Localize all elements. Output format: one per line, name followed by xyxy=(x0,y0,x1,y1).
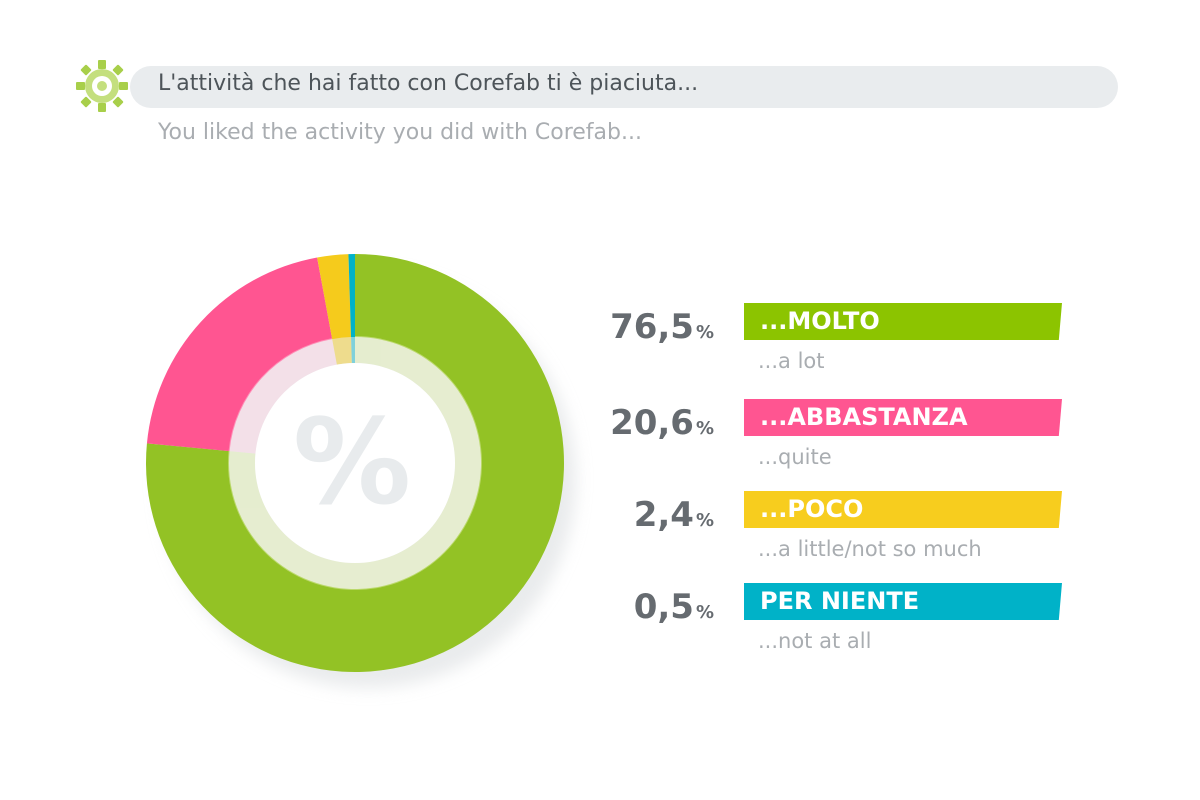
legend-item: 2,4% ...POCO ...a little/not so much xyxy=(0,491,1200,571)
donut-inner-ring-3 xyxy=(331,336,352,365)
percent-unit: % xyxy=(695,602,714,623)
question-subtitle: You liked the activity you did with Core… xyxy=(158,120,642,145)
legend-item: 20,6% ...ABBASTANZA ...quite xyxy=(0,399,1200,479)
legend-color-tag xyxy=(744,303,1062,340)
legend-translation: ...not at all xyxy=(758,629,872,653)
legend-label: PER NIENTE xyxy=(760,587,920,615)
legend-color-tag xyxy=(744,583,1062,620)
question-title: L'attività che hai fatto con Corefab ti … xyxy=(158,71,699,96)
percent-unit: % xyxy=(695,510,714,531)
question-bar xyxy=(130,66,1118,108)
value-label: 2,4 xyxy=(633,495,694,535)
percent-unit: % xyxy=(695,322,714,343)
donut-slice-1 xyxy=(145,254,565,672)
legend-label: ...POCO xyxy=(760,495,864,523)
donut-inner-ring-2 xyxy=(228,338,337,454)
legend-label: ...ABBASTANZA xyxy=(760,403,968,431)
legend-color-tag xyxy=(744,399,1062,436)
donut-slice-3 xyxy=(317,254,352,340)
value-label: 76,5 xyxy=(610,307,694,347)
legend-translation: ...quite xyxy=(758,445,832,469)
legend-value: 76,5% xyxy=(610,307,714,347)
donut-slice-4 xyxy=(348,254,355,338)
value-label: 20,6 xyxy=(610,403,694,443)
gear-logo-icon xyxy=(76,60,128,112)
percent-unit: % xyxy=(695,418,714,439)
percent-symbol: % xyxy=(293,393,411,531)
value-label: 0,5 xyxy=(633,587,694,627)
legend-color-tag xyxy=(744,491,1062,528)
donut-slice-2 xyxy=(146,257,333,452)
donut-inner-ring-4 xyxy=(351,336,355,364)
legend-translation: ...a lot xyxy=(758,349,825,373)
legend-translation: ...a little/not so much xyxy=(758,537,982,561)
legend-item: 76,5% ...MOLTO ...a lot xyxy=(0,303,1200,383)
legend-label: ...MOLTO xyxy=(760,307,880,335)
legend-item: 0,5% PER NIENTE ...not at all xyxy=(0,583,1200,663)
legend-value: 2,4% xyxy=(634,495,714,535)
legend-value: 20,6% xyxy=(610,403,714,443)
donut-hole xyxy=(255,363,455,563)
legend-value: 0,5% xyxy=(634,587,714,627)
